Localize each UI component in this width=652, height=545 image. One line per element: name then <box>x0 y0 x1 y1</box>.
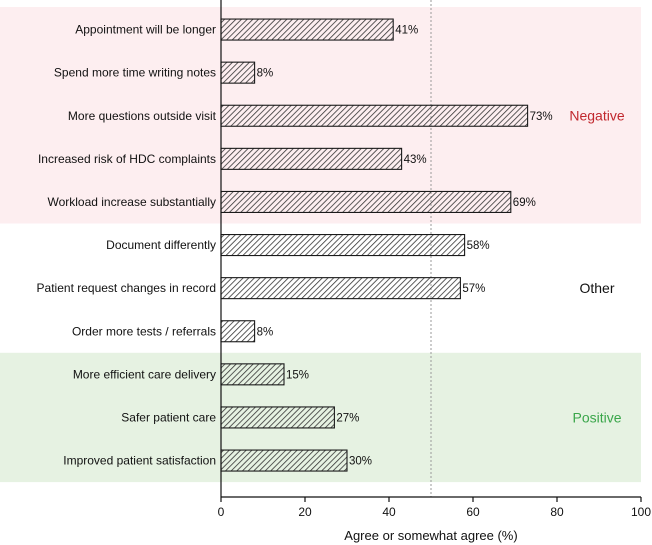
category-label: Patient request changes in record <box>37 281 216 295</box>
group-label-positive: Positive <box>572 409 621 425</box>
labels: Negative Other Positive Appointment will be… <box>37 23 652 543</box>
x-tick-label: 100 <box>631 505 651 519</box>
axes <box>220 0 642 502</box>
bar <box>220 320 256 343</box>
category-label: Workload increase substantially <box>47 195 216 209</box>
x-tick-label: 60 <box>466 505 480 519</box>
value-label: 8% <box>257 326 274 338</box>
bar <box>220 363 285 386</box>
value-label: 43% <box>404 154 427 166</box>
value-label: 69% <box>513 197 536 209</box>
category-label: Safer patient care <box>121 410 216 424</box>
value-label: 41% <box>395 25 418 37</box>
x-tick-label: 40 <box>382 505 396 519</box>
category-label: More questions outside visit <box>68 109 217 123</box>
x-tick-label: 80 <box>550 505 564 519</box>
x-tick-label: 0 <box>218 505 225 519</box>
group-label-negative: Negative <box>569 107 624 123</box>
x-axis-title: Agree or somewhat agree (%) <box>344 528 517 543</box>
value-label: 57% <box>462 283 485 295</box>
bar <box>220 234 466 257</box>
value-label: 58% <box>467 240 490 252</box>
bar <box>220 147 403 170</box>
category-label: Document differently <box>106 238 216 252</box>
bar <box>220 190 512 213</box>
category-label: Appointment will be longer <box>75 23 216 37</box>
bar <box>220 61 256 84</box>
bar <box>220 406 335 429</box>
value-label: 30% <box>349 456 372 468</box>
category-label: Increased risk of HDC complaints <box>38 152 216 166</box>
bar <box>220 18 394 41</box>
bar <box>220 449 348 472</box>
bar <box>220 277 461 300</box>
category-label: Order more tests / referrals <box>72 324 216 338</box>
category-label: Spend more time writing notes <box>54 66 216 80</box>
value-label: 27% <box>336 412 359 424</box>
bar <box>220 104 529 127</box>
x-tick-label: 20 <box>298 505 312 519</box>
value-label: 8% <box>257 68 274 80</box>
category-label: More efficient care delivery <box>73 367 216 381</box>
value-label: 73% <box>530 111 553 123</box>
bars <box>220 18 529 472</box>
group-label-other: Other <box>579 280 614 296</box>
category-label: Improved patient satisfaction <box>63 454 216 468</box>
value-label: 15% <box>286 369 309 381</box>
